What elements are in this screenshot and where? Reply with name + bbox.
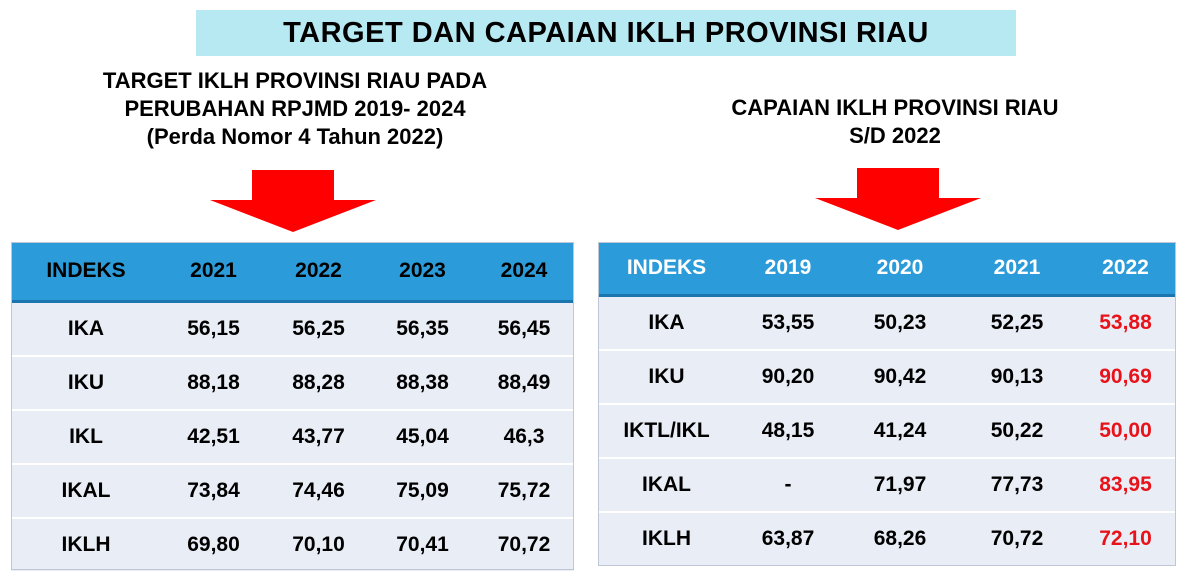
column-header: INDEKS — [11, 242, 161, 303]
table-cell: 53,55 — [735, 295, 841, 351]
table-cell: 63,87 — [761, 527, 815, 550]
column-header: 2023 — [371, 242, 474, 303]
table-cell: 56,15 — [161, 301, 266, 357]
page-title-banner: TARGET DAN CAPAIAN IKLH PROVINSI RIAU — [196, 10, 1016, 56]
table-cell: 75,09 — [371, 464, 474, 519]
table-row: IKA 53,55 50,23 52,25 53,88 — [598, 295, 1176, 351]
table-cell: 50,23 — [841, 295, 959, 351]
table-cell: 74,46 — [266, 464, 371, 519]
table-cell: - — [735, 458, 841, 513]
table-cell: 69,80 — [187, 533, 240, 556]
table-cell: IKTL/IKL — [598, 404, 735, 459]
left-heading-line-1: TARGET IKLH PROVINSI RIAU PADA — [102, 68, 488, 93]
table-row: IKTL/IKL 48,15 41,24 50,22 50,00 — [598, 404, 1176, 459]
table-cell: 73,84 — [161, 464, 266, 519]
highlighted-cell: 53,88 — [1075, 295, 1176, 351]
table-header-row: INDEKS 2021 2022 2023 2024 — [11, 242, 574, 303]
table-row: IKAL 73,84 74,46 75,09 75,72 — [11, 464, 574, 519]
table-cell: 75,72 — [474, 464, 574, 519]
table-cell: 43,77 — [266, 410, 371, 465]
table-row: IKU 90,20 90,42 90,13 90,69 — [598, 350, 1176, 405]
down-arrow-icon — [210, 170, 376, 232]
table-row: IKU 88,18 88,28 88,38 88,49 — [11, 356, 574, 411]
right-heading-line-2: S/D 2022 — [849, 123, 941, 148]
table-cell: 42,51 — [161, 410, 266, 465]
table-cell: 56,45 — [474, 301, 574, 357]
table-cell: IKA — [598, 295, 735, 351]
table-cell: 41,24 — [841, 404, 959, 459]
page-title: TARGET DAN CAPAIAN IKLH PROVINSI RIAU — [283, 16, 929, 49]
table-cell: IKAL — [11, 464, 161, 519]
highlighted-cell: 50,00 — [1075, 404, 1176, 459]
column-header: 2022 — [1075, 242, 1176, 297]
table-cell: 88,18 — [161, 356, 266, 411]
left-heading-line-3: (Perda Nomor 4 Tahun 2022) — [146, 124, 444, 149]
table-cell: 90,13 — [959, 350, 1075, 405]
table-cell: 90,20 — [735, 350, 841, 405]
table-header-row: INDEKS 2019 2020 2021 2022 — [598, 242, 1176, 297]
table-cell: 52,25 — [959, 295, 1075, 351]
table-cell: 88,49 — [474, 356, 574, 411]
table-cell: IKU — [11, 356, 161, 411]
table-cell: IKL — [11, 410, 161, 465]
table-cell: 68,26 — [873, 527, 927, 550]
table-cell: IKLH — [642, 527, 691, 550]
highlighted-cell: 72,10 — [1099, 527, 1152, 550]
table-cell: 70,72 — [497, 533, 551, 556]
column-header: 2019 — [735, 242, 841, 297]
down-arrow-icon — [815, 168, 981, 230]
table-cell: 88,28 — [266, 356, 371, 411]
right-heading-line-1: CAPAIAN IKLH PROVINSI RIAU — [731, 95, 1059, 120]
table-row: IKLH 69,80 70,10 70,41 70,72 — [11, 518, 574, 571]
column-header: 2022 — [266, 242, 371, 303]
table-row: IKLH 63,87 68,26 70,72 72,10 — [598, 512, 1176, 565]
column-header: 2020 — [841, 242, 959, 297]
achievement-table: INDEKS 2019 2020 2021 2022 IKA 53,55 50,… — [598, 242, 1176, 565]
table-cell: 70,41 — [396, 533, 449, 556]
table-row: IKA 56,15 56,25 56,35 56,45 — [11, 301, 574, 357]
table-cell: IKAL — [598, 458, 735, 513]
table-cell: 50,22 — [959, 404, 1075, 459]
highlighted-cell: 90,69 — [1075, 350, 1176, 405]
table-cell: 56,35 — [371, 301, 474, 357]
table-cell: IKA — [11, 301, 161, 357]
table-cell: 70,72 — [990, 527, 1044, 550]
table-cell: 77,73 — [959, 458, 1075, 513]
target-table: INDEKS 2021 2022 2023 2024 IKA 56,15 56,… — [11, 242, 574, 571]
table-cell: 90,42 — [841, 350, 959, 405]
table-cell: IKU — [598, 350, 735, 405]
right-heading: CAPAIAN IKLH PROVINSI RIAU S/D 2022 — [640, 94, 1150, 150]
column-header: 2021 — [959, 242, 1075, 297]
highlighted-cell: 83,95 — [1075, 458, 1176, 513]
table-cell: 56,25 — [266, 301, 371, 357]
table-cell: 88,38 — [371, 356, 474, 411]
column-header: INDEKS — [598, 242, 735, 297]
left-heading: TARGET IKLH PROVINSI RIAU PADA PERUBAHAN… — [40, 67, 550, 151]
table-cell: 71,97 — [841, 458, 959, 513]
column-header: 2021 — [161, 242, 266, 303]
table-cell: 48,15 — [735, 404, 841, 459]
column-header: 2024 — [474, 242, 574, 303]
table-cell: 70,10 — [292, 533, 345, 556]
table-row: IKL 42,51 43,77 45,04 46,3 — [11, 410, 574, 465]
table-cell: 45,04 — [371, 410, 474, 465]
table-cell: 46,3 — [474, 410, 574, 465]
table-row: IKAL - 71,97 77,73 83,95 — [598, 458, 1176, 513]
table-cell: IKLH — [61, 533, 111, 556]
left-heading-line-2: PERUBAHAN RPJMD 2019- 2024 — [124, 96, 466, 121]
